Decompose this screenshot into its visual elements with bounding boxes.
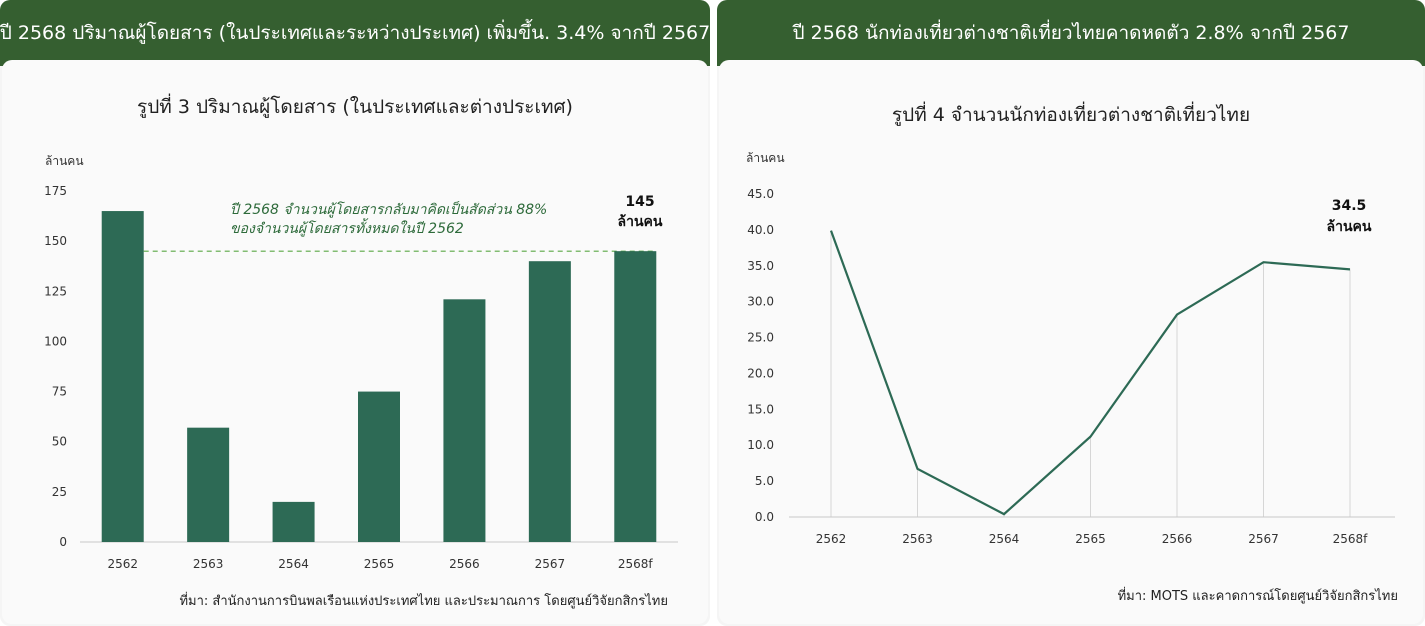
- y-tick-label: 125: [44, 284, 67, 298]
- x-tick-label: 2565: [1075, 532, 1106, 546]
- line-chart: 0.0 5.0 10.0 15.0 20.0 25.0 30.0 35.0 40.0 45.0 2…: [747, 187, 1395, 546]
- panel-header: ปี 2568 ปริมาณผู้โดยสาร (ในประเทศและระหว…: [0, 0, 710, 66]
- tourist-panel: ปี 2568 นักท่องเที่ยวต่างชาติเที่ยวไทยคา…: [717, 0, 1425, 626]
- bar-2564: [272, 501, 315, 542]
- x-tick-label: 2564: [989, 532, 1020, 546]
- last-value-unit: ล้านคน: [618, 214, 663, 230]
- x-tick-label: 2563: [193, 557, 224, 571]
- x-tick-label: 2564: [278, 557, 309, 571]
- last-value-label: 34.5: [1332, 198, 1367, 214]
- x-tick-label: 2566: [449, 557, 480, 571]
- y-axis-unit: ล้านคน: [45, 154, 84, 168]
- bar-2563: [187, 427, 230, 542]
- bar-2568f: [614, 251, 657, 542]
- chart-title: รูปที่ 4 จำนวนนักท่องเที่ยวต่างชาติเที่ย…: [891, 104, 1251, 126]
- x-tick-label: 2567: [535, 557, 566, 571]
- passenger-panel: ปี 2568 ปริมาณผู้โดยสาร (ในประเทศและระหว…: [0, 0, 710, 626]
- y-tick-label: 35.0: [747, 259, 774, 273]
- y-tick-label: 25: [52, 485, 67, 499]
- x-tick-label: 2567: [1248, 532, 1279, 546]
- y-tick-label: 45.0: [747, 187, 774, 201]
- x-tick-label: 2563: [902, 532, 933, 546]
- source-note: ที่มา: สำนักงานการบินพลเรือนแห่งประเทศไท…: [179, 594, 668, 609]
- x-tick-label: 2565: [364, 557, 395, 571]
- x-tick-label: 2562: [107, 557, 138, 571]
- annotation-line-1: ปี 2568 จำนวนผู้โดยสารกลับมาคิดเป็นสัดส่…: [230, 201, 547, 218]
- last-value-label: 145: [625, 194, 654, 210]
- bar-2567: [528, 261, 571, 542]
- chart-card: รูปที่ 4 จำนวนนักท่องเที่ยวต่างชาติเที่ย…: [719, 60, 1423, 624]
- x-tick-label: 2566: [1162, 532, 1193, 546]
- y-tick-label: 175: [44, 184, 67, 198]
- panel-header: ปี 2568 นักท่องเที่ยวต่างชาติเที่ยวไทยคา…: [717, 0, 1425, 66]
- bar-2565: [358, 391, 400, 542]
- x-tick-label: 2568f: [618, 557, 654, 571]
- y-tick-label: 50: [52, 435, 67, 449]
- y-tick-label: 5.0: [755, 474, 774, 488]
- y-tick-label: 25.0: [747, 331, 774, 345]
- x-tick-label: 2568f: [1333, 532, 1369, 546]
- y-tick-label: 15.0: [747, 402, 774, 416]
- source-note: ที่มา: MOTS และคาดการณ์โดยศูนย์วิจัยกสิก…: [1117, 589, 1398, 604]
- y-tick-label: 0.0: [755, 510, 774, 524]
- y-tick-label: 30.0: [747, 295, 774, 309]
- chart-title: รูปที่ 3 ปริมาณผู้โดยสาร (ในประเทศและต่า…: [137, 96, 573, 118]
- y-tick-label: 150: [44, 234, 67, 248]
- series-line: [829, 230, 1351, 516]
- y-tick-label: 100: [44, 334, 67, 348]
- last-value-unit: ล้านคน: [1327, 219, 1372, 235]
- y-tick-label: 20.0: [747, 366, 774, 380]
- x-tick-label: 2562: [816, 532, 847, 546]
- bar-2566: [443, 299, 486, 542]
- bar-2562: [101, 211, 144, 543]
- y-axis-unit: ล้านคน: [746, 151, 785, 165]
- y-tick-label: 0: [59, 535, 67, 549]
- y-tick-label: 40.0: [747, 223, 774, 237]
- annotation-line-2: ของจำนวนผู้โดยสารทั้งหมดในปี 2562: [230, 218, 464, 237]
- y-tick-label: 10.0: [747, 438, 774, 452]
- bar-chart: 0 25 50 75 100 125 150 175 2562 2563 2564 2565 2566…: [44, 184, 678, 571]
- y-tick-label: 75: [52, 385, 67, 399]
